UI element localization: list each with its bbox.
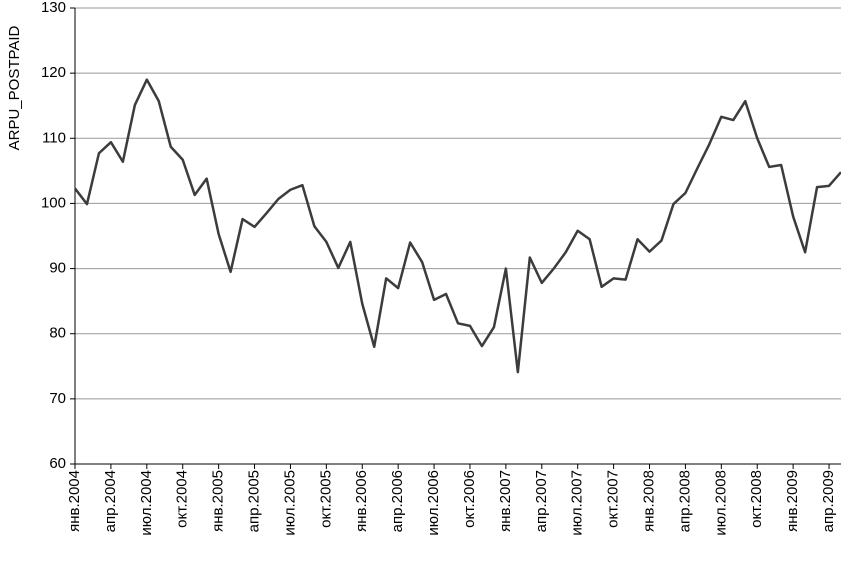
y-tick-label: 100: [41, 194, 66, 211]
x-tick-label: апр.2008: [676, 470, 693, 532]
y-tick-label: 60: [49, 455, 66, 472]
x-tick-label: июл.2004: [138, 470, 155, 536]
x-tick-label: апр.2009: [820, 470, 837, 532]
x-tick-label: янв.2004: [66, 470, 83, 532]
x-tick-label: янв.2005: [210, 470, 227, 532]
x-tick-label: окт.2007: [605, 470, 622, 528]
x-tick-label: июл.2005: [281, 470, 298, 536]
x-tick-label: окт.2004: [174, 470, 191, 528]
x-tick-label: апр.2006: [389, 470, 406, 532]
x-tick-label: янв.2006: [353, 470, 370, 532]
x-tick-label: янв.2008: [640, 470, 657, 532]
x-tick-label: окт.2008: [748, 470, 765, 528]
x-tick-label: апр.2005: [246, 470, 263, 532]
y-tick-label: 80: [49, 325, 66, 342]
y-tick-label: 130: [41, 0, 66, 16]
x-tick-label: янв.2007: [497, 470, 514, 532]
y-tick-label: 110: [42, 129, 66, 146]
y-tick-label: 70: [49, 390, 66, 407]
x-tick-label: янв.2009: [784, 470, 801, 532]
x-tick-label: июл.2006: [425, 470, 442, 536]
x-tick-label: апр.2007: [533, 470, 550, 532]
x-tick-label: окт.2006: [461, 470, 478, 528]
x-tick-label: окт.2005: [317, 470, 334, 528]
line: [74, 78, 841, 374]
x-tick-label: апр.2004: [102, 470, 119, 532]
y-tick-label: 120: [41, 64, 66, 81]
x-tick-label: июл.2007: [569, 470, 586, 536]
y-axis-label: ARPU_POSTPAID: [6, 25, 23, 150]
y-tick-label: 90: [49, 260, 66, 277]
x-tick-label: июл.2008: [712, 470, 729, 536]
